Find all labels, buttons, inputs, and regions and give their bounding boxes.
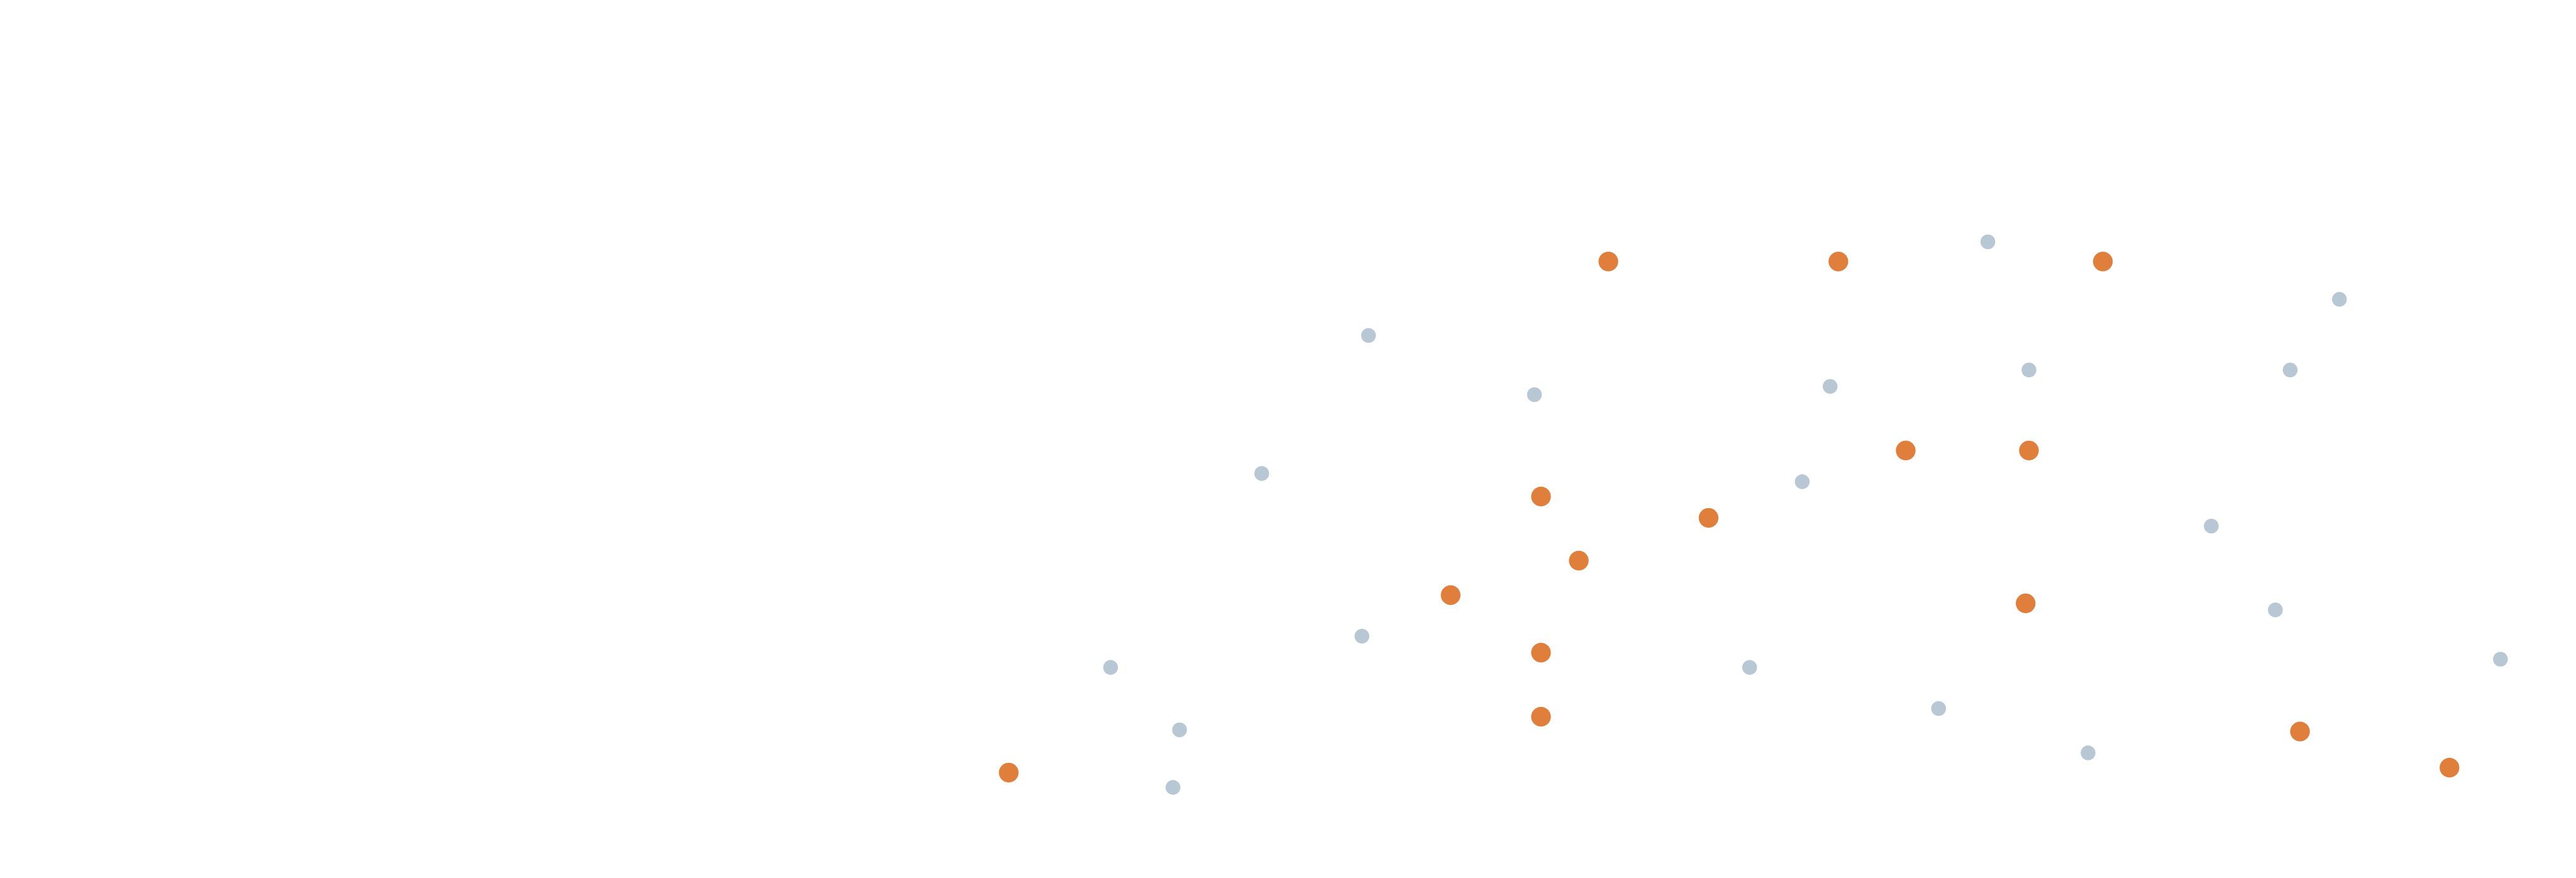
dot — [1103, 660, 1119, 675]
dot — [1598, 252, 1618, 272]
dot — [1569, 550, 1589, 571]
dot — [1361, 328, 1376, 343]
dot — [2331, 292, 2347, 307]
dot — [2268, 602, 2283, 618]
dot — [1165, 780, 1181, 795]
dot — [1794, 474, 1810, 489]
dot — [2021, 362, 2037, 378]
dot — [2440, 757, 2460, 778]
dot — [1531, 706, 1551, 727]
dot — [1440, 585, 1461, 605]
dot — [1931, 701, 1946, 716]
dot — [2081, 745, 2096, 760]
dot — [1822, 379, 1838, 394]
dot — [1254, 466, 1269, 481]
dot — [1531, 486, 1551, 507]
dot — [1527, 387, 1542, 403]
dot — [2204, 518, 2219, 534]
grey-dots — [1103, 234, 2508, 795]
dot — [1698, 508, 1719, 528]
dot — [1742, 660, 1757, 675]
dot — [1172, 722, 1187, 738]
dot — [2019, 440, 2039, 460]
dot — [2493, 652, 2508, 667]
dot — [2092, 252, 2113, 272]
orange-dots — [998, 252, 2460, 783]
dot — [1828, 252, 1849, 272]
dot — [998, 762, 1019, 783]
dot — [1354, 628, 1369, 644]
dot — [2282, 362, 2298, 378]
dot — [2290, 721, 2310, 742]
dot — [1980, 234, 1996, 250]
dot — [2016, 593, 2036, 613]
dot — [1896, 440, 1916, 460]
dot — [1531, 642, 1551, 663]
